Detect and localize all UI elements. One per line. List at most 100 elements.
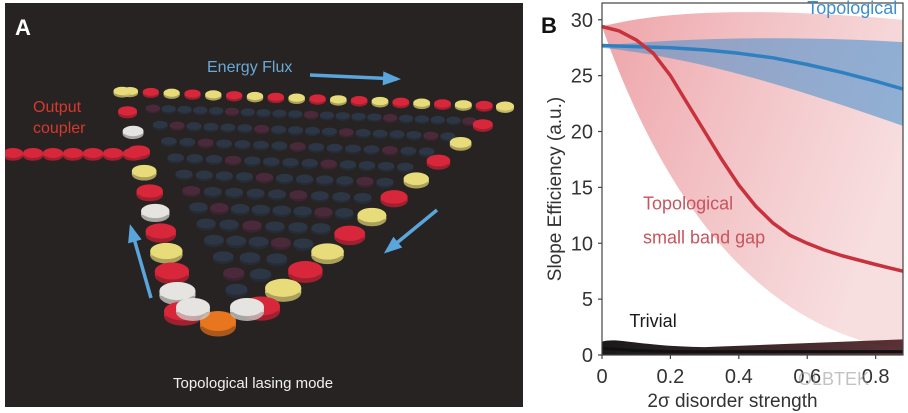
flux-arrow-up-icon (128, 224, 153, 299)
bulk-resonator (304, 110, 319, 120)
annotation-small-band-gap-line2: small band gap (643, 227, 765, 247)
bulk-resonator (356, 176, 374, 188)
edge-resonator (159, 281, 196, 305)
edge-resonator (288, 93, 305, 105)
edge-resonator (434, 99, 451, 111)
y-axis-label: Slope Efficiency (a.u.) (545, 97, 566, 281)
bulk-resonator (288, 222, 308, 235)
bulk-resonator (351, 112, 366, 122)
bulk-resonator (272, 205, 292, 218)
bulk-resonator (244, 156, 261, 167)
bulk-resonator (335, 112, 350, 122)
annotation-trivial: Trivial (629, 311, 676, 331)
edge-resonator (413, 98, 431, 110)
panel-b-label: B (541, 13, 557, 38)
series-lines (601, 24, 904, 354)
bulk-resonator (319, 111, 335, 121)
edge-resonator (154, 262, 189, 285)
series-line-topological-small-band-gap (601, 24, 904, 273)
bulk-resonator (372, 129, 388, 140)
edge-resonator (118, 106, 137, 119)
bulk-resonator (204, 234, 224, 248)
y-tick-label: 10 (571, 233, 593, 255)
y-tick-label: 25 (571, 66, 593, 88)
bulk-resonator (167, 153, 184, 164)
bulk-resonator (288, 110, 303, 120)
edge-resonator (309, 94, 326, 105)
bulk-resonator (320, 159, 337, 170)
edge-resonator (449, 136, 472, 151)
bulk-resonator (268, 189, 286, 201)
bulk-resonator (196, 218, 216, 231)
y-tick-label: 20 (571, 122, 593, 144)
bulk-resonator (224, 107, 240, 117)
edge-resonator (141, 203, 170, 223)
bulk-resonator (230, 203, 250, 216)
edge-resonator (454, 100, 472, 111)
bulk-resonator (239, 252, 261, 266)
output-coupler-resonator (103, 148, 123, 161)
bulk-resonator (209, 107, 224, 117)
edge-resonator (403, 172, 429, 189)
bulk-resonator (289, 142, 306, 153)
edge-resonator (475, 100, 493, 112)
bulk-resonator (225, 187, 244, 200)
bulk-resonator (321, 127, 337, 138)
bulk-resonator (253, 140, 269, 151)
bulk-resonator (293, 238, 314, 252)
bulk-resonator (310, 191, 329, 203)
x-tick-label: 0.2 (657, 366, 685, 388)
x-tick-label: 0.8 (862, 366, 890, 388)
annotation-topological: Topological (807, 0, 897, 18)
output-coupler-label-line2: coupler (33, 120, 86, 137)
bulk-resonator (237, 124, 253, 134)
edge-resonator (230, 298, 264, 321)
edge-resonator (150, 242, 183, 264)
output-coupler-resonator (83, 148, 103, 161)
bulk-resonator (406, 130, 422, 141)
bulk-resonator (271, 125, 287, 136)
edge-resonator (288, 261, 323, 283)
bulk-resonator (212, 251, 234, 265)
bulk-resonator (263, 157, 280, 168)
bulk-resonator (383, 114, 398, 124)
bulk-resonator (430, 115, 445, 125)
x-tick-label: 0 (596, 366, 607, 388)
bulk-resonator (152, 120, 168, 131)
bulk-resonator (339, 160, 357, 171)
edge-resonator (472, 119, 493, 132)
edge-resonator (145, 223, 176, 243)
bulk-resonator (195, 170, 213, 182)
edge-resonator (380, 190, 408, 208)
bulk-resonator (332, 191, 351, 204)
bulk-resonator (311, 223, 331, 236)
bulk-resonator (288, 126, 303, 136)
caption-topological-lasing-mode: Topological lasing mode (173, 375, 334, 392)
bulk-resonator (189, 202, 208, 214)
bulk-resonator (336, 176, 354, 187)
x-tick-label: 0.4 (725, 366, 753, 388)
edge-resonator (357, 207, 387, 227)
edge-resonator (330, 95, 347, 106)
output-coupler-resonator (123, 148, 143, 161)
bulk-resonator (423, 131, 439, 142)
flux-arrow-down-left-icon (383, 208, 439, 254)
panel-b-chart: 0 5 10 15 20 25 30 0 0.2 0.4 0.6 0.8 2σ disorder str… (530, 0, 908, 413)
bulk-resonator (179, 137, 196, 148)
edge-resonator (267, 92, 285, 104)
bulk-resonator (271, 141, 288, 152)
bulk-resonator (355, 128, 371, 139)
bulk-resonator (270, 237, 291, 251)
edge-resonator (136, 184, 164, 202)
bulk-resonator (254, 124, 270, 135)
bulk-resonator (326, 143, 343, 154)
edge-resonator (122, 125, 144, 140)
bulk-resonator (219, 219, 239, 232)
bulk-resonator (376, 177, 394, 189)
bulk-resonator (358, 161, 376, 172)
bulk-resonator (246, 188, 265, 200)
bulk-resonator (276, 173, 294, 185)
trajectory-fans (602, 12, 903, 355)
slope-efficiency-chart: 0 5 10 15 20 25 30 0 0.2 0.4 0.6 0.8 2σ disorder str… (541, 0, 904, 412)
bulk-resonator (400, 146, 417, 157)
